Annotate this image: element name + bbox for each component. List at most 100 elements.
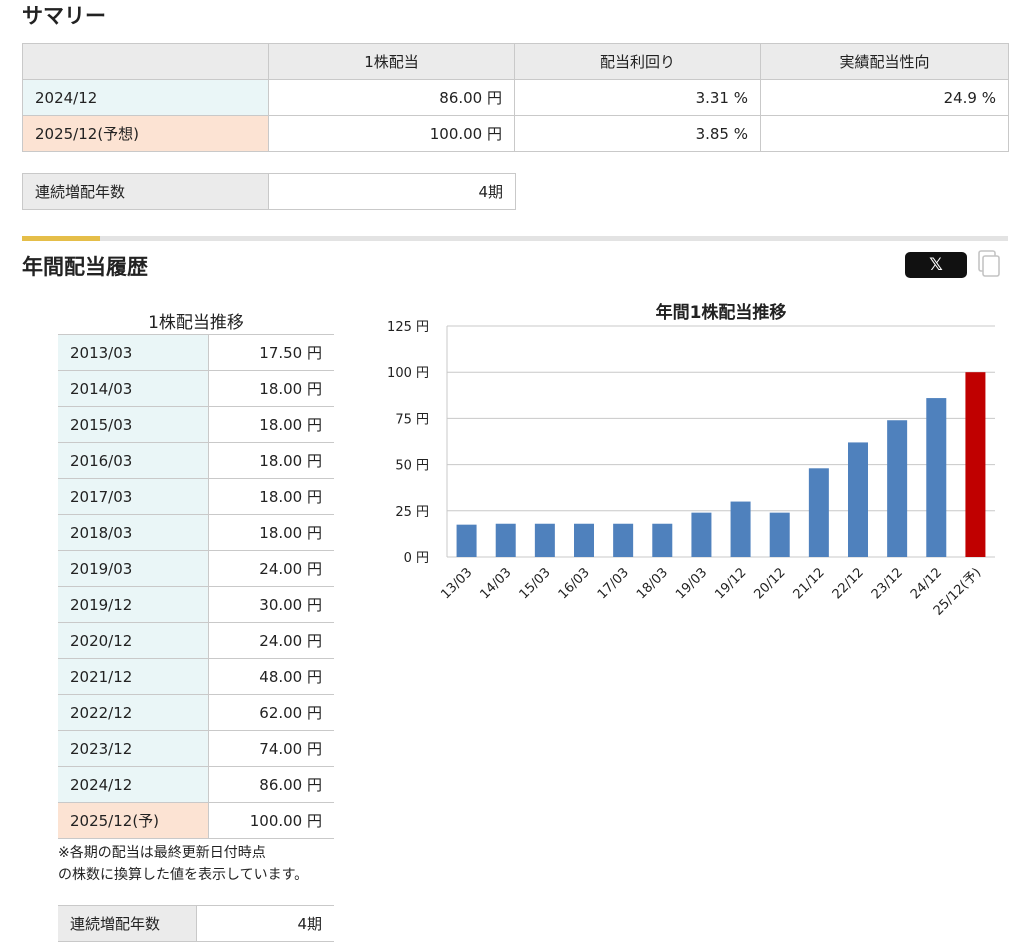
dividend-row: 2025/12(予) 100.00 円	[58, 802, 334, 839]
dividend-period: 2016/03	[58, 442, 209, 479]
streak-value: 4期	[196, 905, 334, 942]
chart-bar	[495, 523, 516, 557]
x-tick-label: 18/03	[634, 565, 671, 602]
dividend-row: 2016/03 18.00 円	[58, 442, 334, 479]
dividend-period: 2023/12	[58, 730, 209, 767]
dividend-value: 74.00 円	[208, 730, 334, 767]
chart-bar	[887, 420, 908, 557]
x-tick-label: 23/12	[869, 565, 906, 602]
summary-row-payout	[760, 115, 1009, 152]
chart-bar	[848, 442, 868, 557]
dividend-table-caption: 1株配当推移	[148, 313, 244, 333]
dividend-period: 2013/03	[58, 334, 209, 371]
dividend-period: 2014/03	[58, 370, 209, 407]
section-divider	[22, 236, 1008, 241]
dividend-row: 2022/12 62.00 円	[58, 694, 334, 731]
dividend-row: 2015/03 18.00 円	[58, 406, 334, 443]
dividend-row: 2019/03 24.00 円	[58, 550, 334, 587]
chart-bar	[534, 523, 555, 557]
dividend-row: 2018/03 18.00 円	[58, 514, 334, 551]
x-tick-label: 14/03	[477, 565, 514, 602]
x-logo-icon: 𝕏	[929, 255, 943, 275]
dividend-value: 18.00 円	[208, 514, 334, 551]
y-tick-label: 100 円	[387, 366, 429, 381]
dividend-period: 2022/12	[58, 694, 209, 731]
summary-header-blank	[22, 43, 269, 80]
copy-icon[interactable]	[977, 250, 1001, 278]
x-tick-label: 13/03	[438, 565, 475, 602]
dividend-value: 30.00 円	[208, 586, 334, 623]
history-title: 年間配当履歴	[22, 255, 148, 279]
dividend-row: 2019/12 30.00 円	[58, 586, 334, 623]
dividend-value: 24.00 円	[208, 550, 334, 587]
footnote-line: の株数に換算した値を表示しています。	[58, 867, 309, 883]
dividend-value: 17.50 円	[208, 334, 334, 371]
summary-header-yield: 配当利回り	[514, 43, 761, 80]
summary-row-yield: 3.31 %	[514, 79, 761, 116]
chart-bar	[691, 512, 712, 557]
dividend-row: 2020/12 24.00 円	[58, 622, 334, 659]
y-tick-label: 125 円	[387, 320, 429, 335]
chart-bar	[808, 468, 829, 557]
footnote: ※各期の配当は最終更新日付時点 の株数に換算した値を表示しています。	[58, 842, 308, 886]
share-x-button[interactable]: 𝕏	[905, 252, 967, 278]
chart-bar	[769, 512, 790, 557]
dividend-period: 2019/12	[58, 586, 209, 623]
dividend-row: 2014/03 18.00 円	[58, 370, 334, 407]
summary-row-yield: 3.85 %	[514, 115, 761, 152]
section-divider-accent	[22, 236, 100, 241]
chart-title: 年間1株配当推移	[656, 302, 787, 323]
x-tick-label: 17/03	[595, 565, 632, 602]
summary-row-dividend: 86.00 円	[268, 79, 515, 116]
dividend-value: 18.00 円	[208, 406, 334, 443]
x-tick-label: 21/12	[791, 565, 828, 602]
footnote-line: ※各期の配当は最終更新日付時点	[58, 845, 266, 861]
dividend-row: 2013/03 17.50 円	[58, 334, 334, 371]
x-tick-label: 19/12	[712, 565, 749, 602]
y-tick-label: 25 円	[395, 505, 429, 520]
dividend-period: 2024/12	[58, 766, 209, 803]
x-tick-label: 16/03	[556, 565, 593, 602]
summary-row-payout: 24.9 %	[760, 79, 1009, 116]
x-tick-label: 22/12	[830, 565, 867, 602]
summary-title: サマリー	[22, 4, 106, 28]
dividend-row: 2021/12 48.00 円	[58, 658, 334, 695]
summary-row-dividend: 100.00 円	[268, 115, 515, 152]
dividend-value: 24.00 円	[208, 622, 334, 659]
x-tick-label: 15/03	[517, 565, 554, 602]
chart-bar	[965, 372, 986, 557]
x-tick-label: 20/12	[751, 565, 788, 602]
chart-bar	[730, 501, 751, 557]
y-tick-label: 75 円	[395, 412, 429, 427]
chart-bar	[613, 523, 634, 557]
streak-table: 連続増配年数 4期	[22, 173, 516, 210]
streak-table: 連続増配年数 4期	[58, 905, 334, 942]
chart-bar	[574, 523, 594, 557]
y-tick-label: 50 円	[395, 459, 429, 474]
streak-label: 連続増配年数	[58, 905, 197, 942]
chart-bar	[652, 523, 673, 557]
dividend-value: 18.00 円	[208, 442, 334, 479]
y-tick-label: 0 円	[404, 551, 429, 566]
x-tick-label: 19/03	[673, 565, 710, 602]
dividend-row: 2017/03 18.00 円	[58, 478, 334, 515]
dividend-value: 62.00 円	[208, 694, 334, 731]
dividend-value: 18.00 円	[208, 370, 334, 407]
streak-label: 連続増配年数	[22, 173, 269, 210]
dividend-bar-chart: 年間1株配当推移 0 円 25 円 50 円 75 円 100 円 125 円 13/03 14…	[387, 302, 995, 619]
dividend-period: 2019/03	[58, 550, 209, 587]
summary-table: 1株配当 配当利回り 実績配当性向 2024/12 86.00 円 3.31 %…	[22, 43, 1009, 152]
dividend-row: 2023/12 74.00 円	[58, 730, 334, 767]
dividend-value: 48.00 円	[208, 658, 334, 695]
dividend-period: 2017/03	[58, 478, 209, 515]
dividend-row: 2024/12 86.00 円	[58, 766, 334, 803]
dividend-value: 18.00 円	[208, 478, 334, 515]
x-tick-label: 24/12	[908, 565, 945, 602]
dividend-value: 100.00 円	[208, 802, 334, 839]
dividend-period: 2025/12(予)	[58, 802, 209, 839]
dividend-value: 86.00 円	[208, 766, 334, 803]
summary-row-label: 2024/12	[22, 79, 269, 116]
summary-header-payout: 実績配当性向	[760, 43, 1009, 80]
chart-bar	[926, 398, 947, 557]
summary-row-actual: 2024/12 86.00 円 3.31 % 24.9 %	[22, 79, 1009, 116]
